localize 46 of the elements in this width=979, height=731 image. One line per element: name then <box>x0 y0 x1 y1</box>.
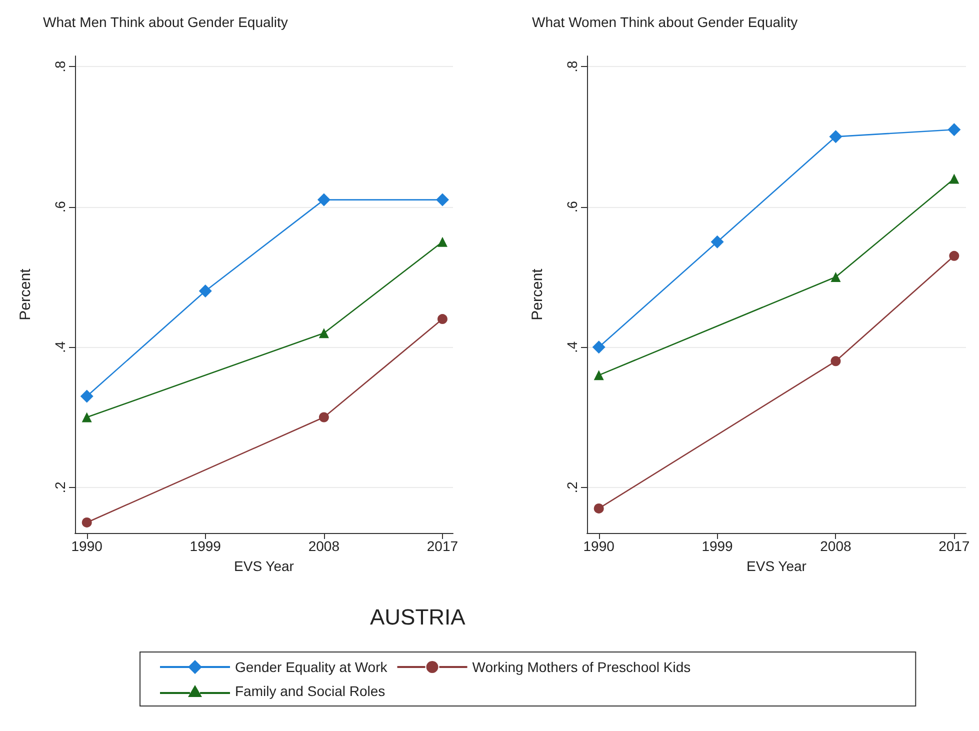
y-tick-label: .8 <box>564 60 580 72</box>
x-tick-label: 2008 <box>308 538 340 554</box>
x-tick-label: 1990 <box>71 538 103 554</box>
legend-label: Working Mothers of Preschool Kids <box>472 659 691 675</box>
y-axis-title: Percent <box>529 268 546 320</box>
point <box>318 328 329 338</box>
point <box>198 284 212 298</box>
point <box>949 174 960 184</box>
point <box>830 272 841 282</box>
point <box>594 370 604 380</box>
x-tick-label: 2017 <box>938 538 970 554</box>
x-axis-title: EVS Year <box>746 558 807 574</box>
y-tick-label: .6 <box>564 200 580 213</box>
point <box>318 412 329 422</box>
point <box>594 503 604 514</box>
point <box>948 123 961 136</box>
point <box>317 193 330 206</box>
chart-title: What Women Think about Gender Equality <box>532 14 798 30</box>
y-tick-label: .2 <box>564 481 580 494</box>
point <box>80 390 94 403</box>
point <box>436 193 449 206</box>
x-tick-label: 1999 <box>702 538 734 554</box>
point <box>949 250 960 261</box>
y-axis-title: Percent <box>17 268 34 320</box>
point <box>829 130 842 144</box>
y-tick-label: .6 <box>52 200 68 213</box>
y-tick-label: .4 <box>52 341 68 353</box>
y-tick-label: .4 <box>564 341 580 353</box>
point <box>592 340 606 354</box>
legend-label: Family and Social Roles <box>235 683 386 699</box>
legend-label: Gender Equality at Work <box>235 659 388 675</box>
x-tick-label: 1999 <box>190 538 222 554</box>
y-tick-label: .8 <box>52 60 68 72</box>
y-tick-label: .2 <box>52 481 68 494</box>
x-axis-title: EVS Year <box>234 558 294 574</box>
point <box>437 236 448 247</box>
x-tick-label: 1990 <box>583 538 615 554</box>
x-tick-label: 2008 <box>820 538 852 554</box>
point <box>437 314 448 324</box>
point <box>82 517 92 528</box>
point <box>710 235 724 248</box>
point <box>830 356 841 366</box>
x-tick-label: 2017 <box>426 538 458 554</box>
chart-title: What Men Think about Gender Equality <box>43 14 288 30</box>
text: AUSTRIA <box>370 604 466 630</box>
point <box>82 412 92 422</box>
